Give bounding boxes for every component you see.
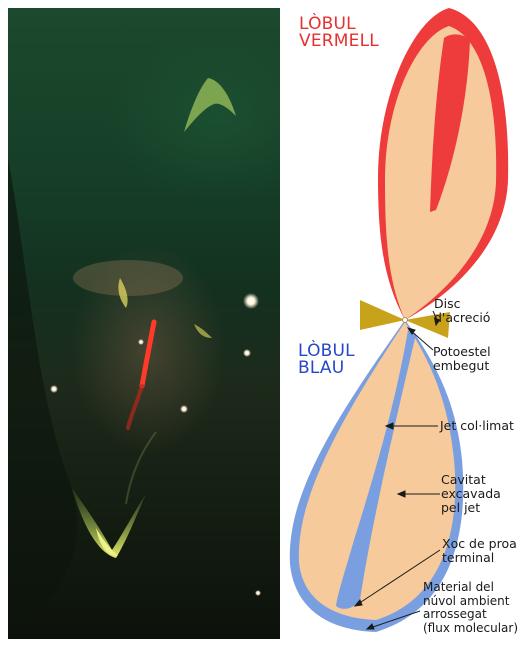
protostar [402, 317, 408, 323]
blue-lobe-title: LÒBUL BLAU [298, 341, 355, 378]
accretion-disk-label: Disc d'acreció [434, 296, 491, 325]
jet-photograph [8, 8, 280, 639]
outflow-diagram: LÒBUL VERMELL LÒBUL BLAU Disc d'acreció … [284, 0, 520, 641]
ambient-material-label: Material del núvol ambient arrossegat (f… [423, 580, 519, 635]
red-lobe-title: LÒBUL VERMELL [299, 14, 379, 51]
bow-shock-label: Xoc de proa terminal [442, 536, 517, 565]
cavity-label: Cavitat excavada pel jet [441, 472, 501, 515]
red-jet-beam [430, 34, 470, 212]
jet-label: Jet col·limat [440, 418, 514, 433]
upper-knot [184, 78, 236, 132]
protostar-label: Potoestel embegut [433, 344, 491, 373]
bow-shock [72, 488, 146, 558]
star [243, 293, 259, 309]
accretion-disk [360, 300, 405, 330]
red-jet [139, 319, 157, 389]
blue-jet-beam [336, 330, 416, 609]
